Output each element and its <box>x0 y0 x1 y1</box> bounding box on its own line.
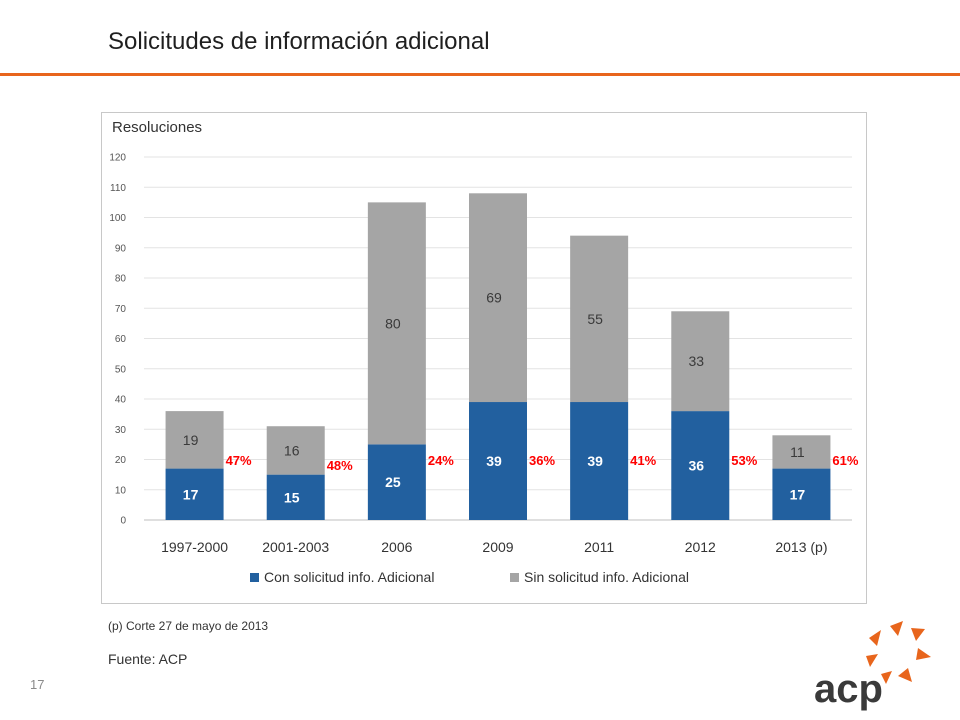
x-tick-label: 2009 <box>482 539 513 555</box>
legend-label-con: Con solicitud info. Adicional <box>264 569 434 585</box>
data-label-sin: 19 <box>183 432 199 448</box>
percent-label: 53% <box>731 453 757 468</box>
data-label-con: 17 <box>790 486 806 502</box>
x-tick-label: 2006 <box>381 539 412 555</box>
bar-con-solicitud <box>367 444 426 520</box>
y-tick-label: 40 <box>115 395 127 406</box>
bars: 17 19 47% 15 16 48% 25 80 24% 39 69 36% 39 55 41% 36 33 5… <box>165 193 859 520</box>
bar-con-solicitud <box>671 411 730 520</box>
y-tick-label: 120 <box>109 153 126 164</box>
bar-con-solicitud <box>469 402 527 520</box>
bar-con-solicitud <box>570 402 629 520</box>
bar-sin-solicitud <box>570 235 629 403</box>
y-tick-label: 90 <box>115 243 127 254</box>
chart-frame: Resoluciones 0 10 20 30 40 50 60 70 80 90 100 110 12… <box>101 112 867 604</box>
chart-title: Resoluciones <box>112 119 202 136</box>
percent-label: 41% <box>630 453 656 468</box>
x-tick-label: 2001-2003 <box>262 539 329 555</box>
legend-label-sin: Sin solicitud info. Adicional <box>524 569 689 585</box>
x-tick-label: 2012 <box>685 539 716 555</box>
page-number: 17 <box>30 677 45 692</box>
x-tick-label: 2013 (p) <box>775 539 827 555</box>
x-axis: 1997-2000 2001-2003 2006 2009 2011 2012 2013 (… <box>161 539 827 555</box>
percent-label: 36% <box>529 453 555 468</box>
legend-swatch-sin <box>510 573 519 582</box>
data-label-con: 17 <box>183 486 199 502</box>
legend-swatch-con <box>250 573 259 582</box>
y-tick-label: 110 <box>110 183 126 194</box>
source-note: Fuente: ACP <box>108 651 188 667</box>
x-tick-label: 1997-2000 <box>161 539 228 555</box>
data-label-sin: 80 <box>385 315 401 331</box>
data-label-con: 36 <box>688 458 704 474</box>
percent-label: 47% <box>226 453 252 468</box>
legend: Con solicitud info. Adicional Sin solicit… <box>250 569 689 585</box>
y-tick-label: 0 <box>120 516 126 527</box>
data-label-con: 39 <box>486 453 502 469</box>
acp-logo-mark-icon <box>866 621 931 684</box>
acp-logo: acp <box>814 621 931 711</box>
stacked-bar-chart: Resoluciones 0 10 20 30 40 50 60 70 80 90 100 110 12… <box>109 119 859 585</box>
data-label-sin: 69 <box>486 290 502 306</box>
data-label-sin: 11 <box>790 444 805 460</box>
y-tick-label: 30 <box>115 425 127 436</box>
data-label-con: 25 <box>385 474 401 490</box>
acp-logo-wordmark: acp <box>814 667 883 711</box>
bar-sin-solicitud <box>367 202 426 445</box>
footnote: (p) Corte 27 de mayo de 2013 <box>108 619 269 633</box>
data-label-sin: 55 <box>587 311 603 327</box>
y-axis: 0 10 20 30 40 50 60 70 80 90 100 110 120 <box>109 153 126 527</box>
x-tick-label: 2011 <box>584 539 614 555</box>
title-divider <box>0 73 960 76</box>
y-tick-label: 80 <box>115 274 127 285</box>
bar-con-solicitud <box>165 468 224 520</box>
bar-con-solicitud <box>772 468 831 520</box>
bar-sin-solicitud <box>266 426 325 475</box>
y-tick-label: 20 <box>115 455 127 466</box>
data-label-sin: 16 <box>284 442 300 458</box>
data-label-con: 15 <box>284 489 300 505</box>
y-tick-label: 60 <box>115 334 127 345</box>
percent-label: 61% <box>832 453 858 468</box>
y-tick-label: 10 <box>115 485 127 496</box>
bar-sin-solicitud <box>671 311 730 412</box>
bar-sin-solicitud <box>772 435 831 469</box>
percent-label: 48% <box>327 458 353 473</box>
bar-con-solicitud <box>266 474 325 520</box>
y-tick-label: 70 <box>115 304 127 315</box>
y-tick-label: 100 <box>109 213 126 224</box>
bar-sin-solicitud <box>165 411 224 469</box>
data-label-sin: 33 <box>688 353 704 369</box>
y-tick-label: 50 <box>115 364 127 375</box>
percent-label: 24% <box>428 453 454 468</box>
data-label-con: 39 <box>587 453 603 469</box>
slide-title: Solicitudes de información adicional <box>108 28 490 55</box>
bar-sin-solicitud <box>469 193 527 403</box>
